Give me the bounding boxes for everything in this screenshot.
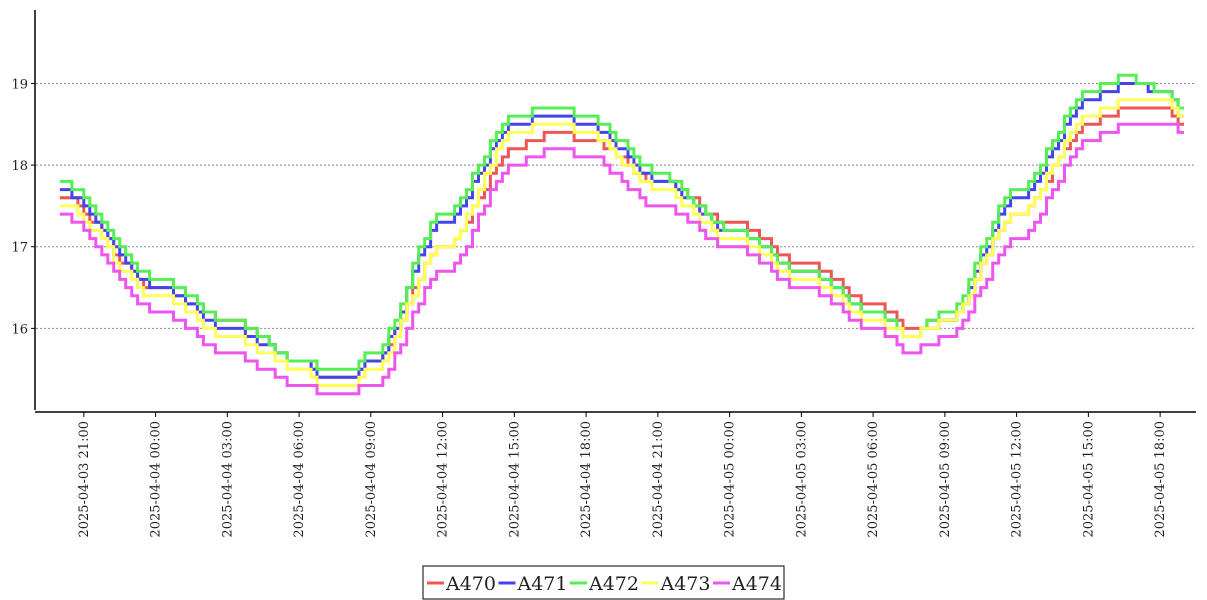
legend-label: A470 (445, 573, 496, 595)
x-tick-label: 2025-04-05 12:00 (1010, 421, 1025, 538)
legend-label: A472 (588, 573, 639, 595)
x-tick-label: 2025-04-04 06:00 (292, 421, 307, 538)
x-tick-label: 2025-04-04 00:00 (149, 421, 164, 538)
x-tick-label: 2025-04-05 09:00 (938, 421, 953, 538)
legend: A470 A471 A472 A473 A474 (422, 565, 785, 600)
series-line-a473 (59, 98, 1184, 387)
y-tick-label: 18 (11, 159, 28, 174)
x-tick-label: 2025-04-05 03:00 (794, 421, 809, 538)
x-tick-label: 2025-04-04 18:00 (579, 421, 594, 538)
y-tick-label: 19 (11, 77, 28, 92)
x-tick-label: 2025-04-05 06:00 (866, 421, 881, 538)
x-tick-label: 2025-04-04 12:00 (436, 421, 451, 538)
series-lines (59, 73, 1184, 396)
x-tick-label: 2025-04-05 15:00 (1081, 421, 1096, 538)
x-tick-label: 2025-04-04 15:00 (507, 421, 522, 538)
y-tick-labels: 16 17 18 19 (11, 77, 35, 337)
x-tick-label: 2025-04-04 21:00 (651, 421, 666, 538)
x-tick-label: 2025-04-03 21:00 (77, 421, 92, 538)
x-tick-label: 2025-04-05 00:00 (723, 421, 738, 538)
x-tick-label: 2025-04-05 18:00 (1153, 421, 1168, 538)
x-tick-label: 2025-04-04 09:00 (364, 421, 379, 538)
y-tick-label: 17 (11, 241, 28, 256)
series-line-a472 (59, 73, 1184, 371)
series-line-a471 (59, 82, 1184, 379)
x-tick-labels: 2025-04-03 21:00 2025-04-04 00:00 2025-04-… (77, 412, 1168, 538)
legend-label: A471 (517, 573, 568, 595)
series-line-a474 (59, 122, 1184, 396)
legend-label: A474 (731, 573, 782, 595)
grid-lines (36, 82, 1196, 329)
axes (34, 10, 1196, 413)
y-tick-label: 16 (11, 322, 28, 337)
legend-label: A473 (660, 573, 711, 595)
x-tick-label: 2025-04-04 03:00 (220, 421, 235, 538)
